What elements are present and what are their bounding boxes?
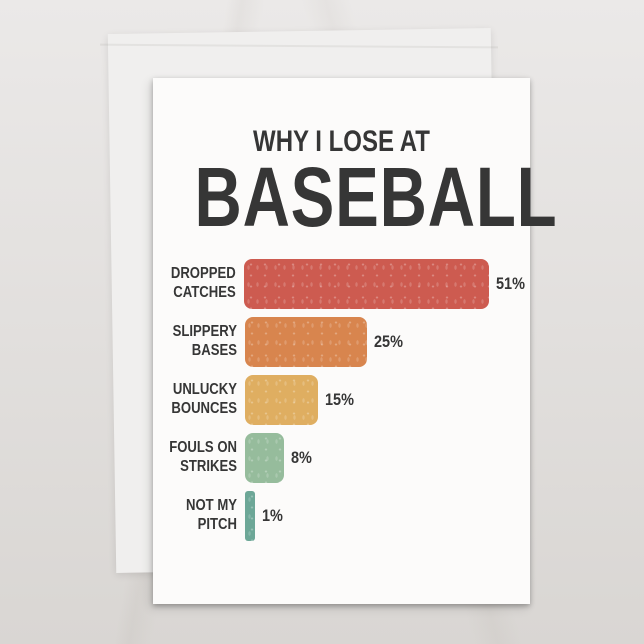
bar-fouls-on-strikes bbox=[245, 433, 284, 483]
bar-chart: DROPPED CATCHES 51% SLIPPERY BASES 25% U… bbox=[153, 259, 530, 549]
chart-row-unlucky-bounces: UNLUCKY BOUNCES 15% bbox=[153, 375, 530, 425]
category-label-line1: FOULS ON bbox=[169, 439, 237, 457]
chart-row-fouls-on-strikes: FOULS ON STRIKES 8% bbox=[153, 433, 530, 483]
value-label: 51% bbox=[495, 274, 525, 293]
category-label-line2: BASES bbox=[191, 342, 237, 359]
category-label: FOULS ON STRIKES bbox=[168, 433, 237, 483]
bar-slippery-bases bbox=[245, 317, 367, 367]
value-label: 8% bbox=[291, 448, 312, 467]
value-label: 15% bbox=[325, 390, 354, 409]
value-label: 1% bbox=[262, 506, 283, 525]
card-title-line2: BASEBALL bbox=[194, 150, 558, 244]
chart-row-not-my-pitch: NOT MY PITCH 1% bbox=[153, 491, 530, 541]
category-label: NOT MY PITCH bbox=[168, 491, 237, 541]
category-label-line1: NOT MY bbox=[185, 497, 237, 515]
category-label-line2: BOUNCES bbox=[171, 400, 237, 417]
bar-dropped-catches bbox=[243, 259, 489, 309]
category-label: SLIPPERY BASES bbox=[168, 317, 237, 367]
chart-row-dropped-catches: DROPPED CATCHES 51% bbox=[153, 259, 530, 309]
category-label: UNLUCKY BOUNCES bbox=[168, 375, 237, 425]
category-label-line1: UNLUCKY bbox=[172, 381, 237, 399]
value-label: 25% bbox=[374, 332, 403, 351]
greeting-card: WHY I LOSE AT BASEBALL DROPPED CATCHES 5… bbox=[153, 78, 558, 604]
category-label: DROPPED CATCHES bbox=[168, 259, 236, 309]
category-label-line1: DROPPED bbox=[170, 265, 236, 283]
category-label-line1: SLIPPERY bbox=[172, 323, 237, 341]
category-label-line2: PITCH bbox=[197, 516, 237, 533]
bar-unlucky-bounces bbox=[245, 375, 318, 425]
card-title-line1: WHY I LOSE AT bbox=[253, 125, 430, 158]
category-label-line2: CATCHES bbox=[173, 284, 236, 301]
chart-row-slippery-bases: SLIPPERY BASES 25% bbox=[153, 317, 530, 367]
bar-not-my-pitch bbox=[245, 491, 255, 541]
category-label-line2: STRIKES bbox=[180, 458, 237, 475]
